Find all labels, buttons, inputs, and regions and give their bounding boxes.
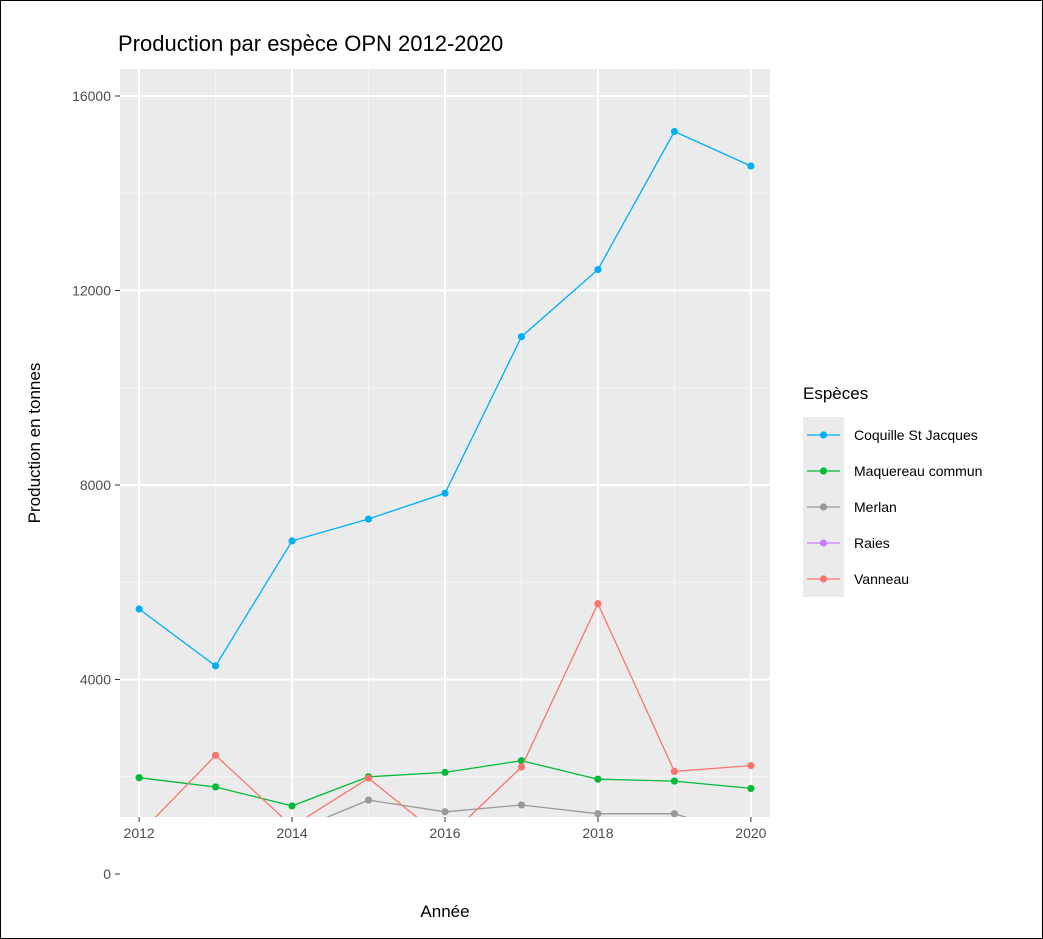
- legend-label: Coquille St Jacques: [854, 427, 978, 443]
- data-point-vanneau: [364, 774, 373, 782]
- grid-major: [120, 69, 770, 875]
- data-point-maquereau-commun: [594, 775, 602, 783]
- data-point-merlan: [594, 810, 602, 817]
- data-point-raies: [212, 837, 219, 844]
- chart-title: Production par espèce OPN 2012-2020: [118, 31, 503, 56]
- data-point-merlan: [670, 810, 679, 817]
- data-point-coquille-st-jacques: [594, 265, 602, 274]
- series-coquille-st-jacques: [135, 127, 755, 670]
- legend-title: Espèces: [803, 384, 868, 403]
- x-tick-label: 2016: [429, 825, 460, 841]
- data-point-maquereau-commun: [288, 802, 296, 810]
- y-tick-label: 12000: [72, 283, 111, 299]
- data-point-coquille-st-jacques: [441, 489, 449, 497]
- data-point-maquereau-commun: [135, 774, 143, 782]
- legend-item-coquille-st-jacques: Coquille St Jacques: [807, 427, 978, 443]
- data-point-merlan: [212, 831, 219, 838]
- data-point-coquille-st-jacques: [670, 127, 679, 136]
- data-point-vanneau: [517, 763, 526, 771]
- data-point-maquereau-commun: [211, 783, 220, 791]
- legend-label: Raies: [854, 535, 890, 551]
- data-point-coquille-st-jacques: [747, 162, 755, 170]
- legend-item-merlan: Merlan: [807, 499, 897, 515]
- legend-label: Vanneau: [854, 571, 909, 587]
- data-point-coquille-st-jacques: [517, 333, 526, 341]
- series-layer: [135, 127, 755, 849]
- data-point-vanneau: [211, 751, 220, 759]
- legend-item-vanneau: Vanneau: [807, 571, 909, 587]
- series-vanneau: [154, 600, 755, 817]
- data-point-coquille-st-jacques: [211, 662, 220, 670]
- y-tick-label: 16000: [72, 88, 111, 104]
- legend-label: Maquereau commun: [854, 463, 982, 479]
- data-point-merlan: [441, 808, 449, 816]
- data-point-merlan: [364, 796, 373, 804]
- series-line-vanneau: [154, 602, 751, 817]
- data-point-raies: [365, 842, 372, 849]
- data-point-merlan: [517, 801, 526, 809]
- x-tick-label: 2018: [582, 825, 613, 841]
- legend-item-raies: Raies: [807, 535, 890, 551]
- axis-ticks: [115, 95, 752, 875]
- data-point-coquille-st-jacques: [288, 537, 296, 545]
- data-point-vanneau: [747, 761, 755, 770]
- legend-swatch-point: [819, 431, 828, 439]
- legend-item-maquereau-commun: Maquereau commun: [807, 463, 982, 479]
- legend-swatch-point: [819, 575, 828, 583]
- y-axis-title: Production en tonnes: [25, 363, 44, 524]
- data-point-raies: [671, 823, 678, 830]
- data-point-raies: [518, 839, 525, 846]
- y-tick-label: 0: [103, 866, 111, 882]
- data-point-coquille-st-jacques: [135, 605, 143, 613]
- data-point-maquereau-commun: [441, 768, 449, 776]
- legend-swatch-point: [819, 503, 828, 511]
- legend-items: Coquille St Jacques Maquereau commun Merla…: [803, 417, 982, 597]
- legend-swatch-point: [819, 467, 828, 475]
- data-point-vanneau: [594, 600, 602, 608]
- legend-label: Merlan: [854, 499, 897, 515]
- data-point-maquereau-commun: [670, 777, 679, 785]
- x-axis-title: Année: [420, 902, 469, 921]
- legend: Espèces Coquille St Jacques Maquereau com…: [803, 384, 982, 597]
- x-tick-label: 2020: [735, 825, 766, 841]
- data-point-coquille-st-jacques: [364, 515, 373, 523]
- x-tick-label: 2012: [124, 825, 155, 841]
- series-maquereau-commun: [135, 757, 755, 810]
- tick-labels: 0 4000 8000 12000 16000 2012 2014 2016 2018 2020: [72, 88, 767, 882]
- series-merlan: [212, 796, 688, 838]
- y-tick-label: 4000: [80, 672, 111, 688]
- y-tick-label: 8000: [80, 477, 111, 493]
- data-point-maquereau-commun: [747, 784, 755, 793]
- legend-swatch-point: [819, 539, 828, 547]
- x-tick-label: 2014: [276, 825, 307, 841]
- data-point-vanneau: [670, 767, 679, 776]
